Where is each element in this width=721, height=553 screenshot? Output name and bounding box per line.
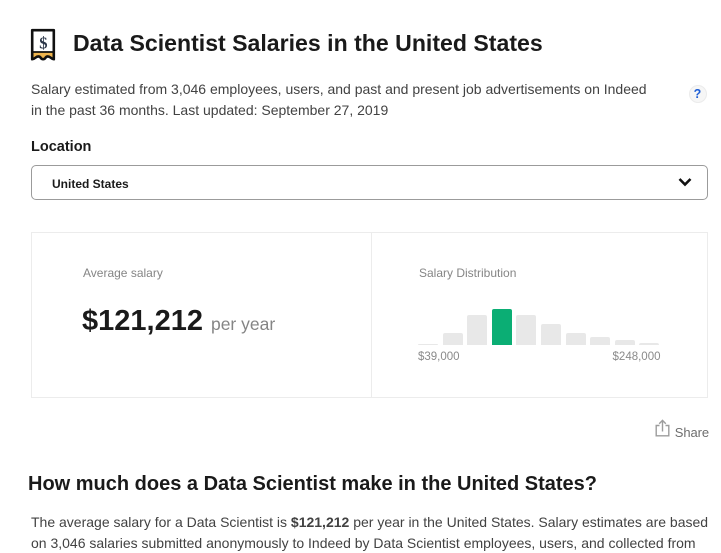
svg-text:$: $ — [39, 33, 47, 52]
